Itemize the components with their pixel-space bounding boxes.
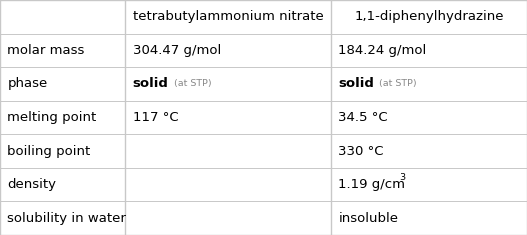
Text: molar mass: molar mass — [7, 44, 85, 57]
Text: 304.47 g/mol: 304.47 g/mol — [133, 44, 221, 57]
Text: solid: solid — [133, 77, 169, 90]
Text: 3: 3 — [399, 173, 405, 182]
Text: 184.24 g/mol: 184.24 g/mol — [338, 44, 426, 57]
Text: 117 °C: 117 °C — [133, 111, 179, 124]
Text: solubility in water: solubility in water — [7, 212, 126, 225]
Text: density: density — [7, 178, 56, 191]
Text: (at STP): (at STP) — [171, 79, 211, 88]
Text: (at STP): (at STP) — [376, 79, 417, 88]
Text: 34.5 °C: 34.5 °C — [338, 111, 388, 124]
Text: boiling point: boiling point — [7, 145, 91, 158]
Text: phase: phase — [7, 77, 47, 90]
Text: melting point: melting point — [7, 111, 96, 124]
Text: 1,1-diphenylhydrazine: 1,1-diphenylhydrazine — [354, 10, 504, 23]
Text: insoluble: insoluble — [338, 212, 398, 225]
Text: 1.19 g/cm: 1.19 g/cm — [338, 178, 405, 191]
Text: tetrabutylammonium nitrate: tetrabutylammonium nitrate — [133, 10, 324, 23]
Text: solid: solid — [338, 77, 374, 90]
Text: 330 °C: 330 °C — [338, 145, 384, 158]
